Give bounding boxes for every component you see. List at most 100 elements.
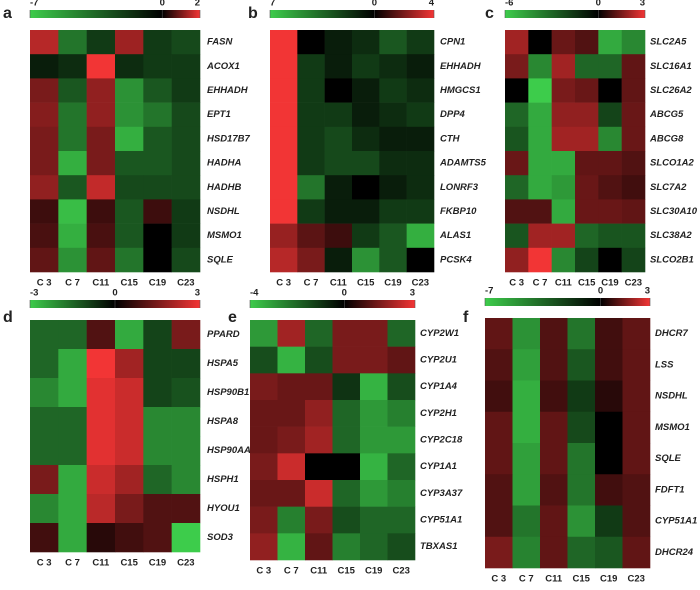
heatmap-cell bbox=[621, 30, 646, 55]
row-label: DHCR24 bbox=[655, 547, 694, 558]
heatmap-cell bbox=[30, 436, 59, 466]
heatmap-cell bbox=[115, 523, 144, 553]
heatmap-cell bbox=[171, 102, 201, 128]
heatmap-cell bbox=[387, 506, 416, 534]
heatmap-cell bbox=[505, 78, 529, 103]
color-bar bbox=[485, 298, 650, 306]
column-label: C 7 bbox=[304, 278, 319, 289]
column-label: C 7 bbox=[284, 566, 299, 577]
heatmap-cell bbox=[575, 199, 599, 224]
heatmap-cell bbox=[86, 54, 116, 79]
heatmap-cell bbox=[575, 30, 599, 55]
heatmap-cell bbox=[505, 199, 529, 224]
row-label: EHHADH bbox=[440, 61, 482, 72]
heatmap-cell bbox=[387, 373, 416, 401]
heatmap-cell bbox=[58, 30, 87, 55]
heatmap-cell bbox=[143, 407, 172, 437]
heatmap-cell bbox=[406, 54, 435, 79]
heatmap-cell bbox=[297, 102, 325, 128]
heatmap-cell bbox=[551, 78, 576, 103]
heatmap-cell bbox=[598, 175, 622, 200]
color-bar-label: 7 bbox=[270, 0, 275, 9]
heatmap-cell bbox=[58, 102, 87, 128]
heatmap-cell bbox=[305, 506, 333, 534]
column-label: C 7 bbox=[519, 574, 534, 585]
heatmap-cell bbox=[297, 223, 325, 249]
row-label: HSPA8 bbox=[207, 416, 239, 427]
heatmap-cell bbox=[143, 523, 172, 553]
column-label: C11 bbox=[310, 566, 328, 577]
heatmap-cell bbox=[621, 126, 646, 152]
heatmap-cell bbox=[115, 320, 144, 350]
heatmap-cell bbox=[551, 223, 576, 249]
heatmap-cell bbox=[379, 247, 407, 273]
column-label: C23 bbox=[412, 278, 429, 289]
heatmap-cell bbox=[622, 505, 651, 538]
heatmap-cell bbox=[115, 151, 144, 176]
heatmap-cell bbox=[512, 536, 541, 569]
column-label: C 7 bbox=[65, 278, 80, 289]
row-label: LSS bbox=[655, 359, 674, 370]
heatmap-cell bbox=[171, 78, 201, 103]
heatmap-cell bbox=[485, 443, 513, 475]
heatmap-cell bbox=[551, 247, 576, 273]
heatmap-cell bbox=[143, 102, 172, 128]
heatmap-cell bbox=[485, 536, 513, 569]
heatmap-cell bbox=[171, 151, 201, 176]
column-label: C 7 bbox=[533, 278, 548, 289]
heatmap-cell bbox=[305, 373, 333, 401]
heatmap-cell bbox=[171, 320, 201, 350]
heatmap-cell bbox=[352, 102, 380, 128]
heatmap-cell bbox=[30, 102, 59, 128]
heatmap-cell bbox=[575, 151, 599, 176]
heatmap-cell bbox=[277, 346, 306, 374]
color-bar-label: 3 bbox=[645, 286, 650, 297]
heatmap-cell bbox=[622, 443, 651, 475]
heatmap-cell bbox=[352, 30, 380, 55]
heatmap-cell bbox=[58, 199, 87, 224]
row-label: HSP90B1 bbox=[207, 387, 249, 398]
heatmap-cell bbox=[622, 411, 651, 444]
heatmap-cell bbox=[58, 54, 87, 79]
row-label: CYP3A37 bbox=[420, 488, 463, 499]
heatmap-cell bbox=[86, 436, 116, 466]
heatmap-cell bbox=[528, 102, 552, 128]
color-bar bbox=[250, 300, 415, 308]
heatmap-cell bbox=[332, 320, 361, 347]
heatmap-cell bbox=[551, 30, 576, 55]
row-label: PPARD bbox=[207, 329, 240, 340]
heatmap-cell bbox=[143, 494, 172, 524]
heatmap-cell bbox=[540, 536, 568, 569]
heatmap-cell bbox=[406, 126, 435, 152]
heatmap-cell bbox=[171, 175, 201, 200]
heatmap-cell bbox=[86, 320, 116, 350]
heatmap-cell bbox=[540, 380, 568, 413]
heatmap-cell bbox=[115, 378, 144, 408]
color-bar-label: 0 bbox=[372, 0, 377, 9]
heatmap-cell bbox=[30, 349, 59, 379]
heatmap-cell bbox=[387, 533, 416, 561]
column-label: C 3 bbox=[37, 278, 52, 289]
heatmap-cell bbox=[622, 318, 651, 350]
heatmap-cell bbox=[86, 151, 116, 176]
row-label: CPN1 bbox=[440, 37, 465, 48]
heatmap-cell bbox=[567, 474, 596, 506]
heatmap-cell bbox=[598, 54, 622, 79]
color-bar-label: 0 bbox=[596, 0, 601, 9]
heatmap-cell bbox=[115, 223, 144, 249]
color-bar-label: -6 bbox=[505, 0, 513, 9]
heatmap-cell bbox=[567, 349, 596, 381]
heatmap-cell bbox=[171, 523, 201, 553]
heatmap-cell bbox=[332, 453, 361, 481]
column-label: C19 bbox=[149, 558, 166, 569]
heatmap-cell bbox=[297, 54, 325, 79]
heatmap-cell bbox=[567, 318, 596, 350]
heatmap-cell bbox=[540, 318, 568, 350]
heatmap-cell bbox=[387, 346, 416, 374]
heatmap-cell bbox=[406, 247, 435, 273]
color-bar-label: 0 bbox=[112, 288, 117, 299]
heatmap-cell bbox=[379, 223, 407, 249]
heatmap-cell bbox=[115, 436, 144, 466]
heatmap-cell bbox=[575, 102, 599, 128]
row-label: EPT1 bbox=[207, 109, 231, 120]
